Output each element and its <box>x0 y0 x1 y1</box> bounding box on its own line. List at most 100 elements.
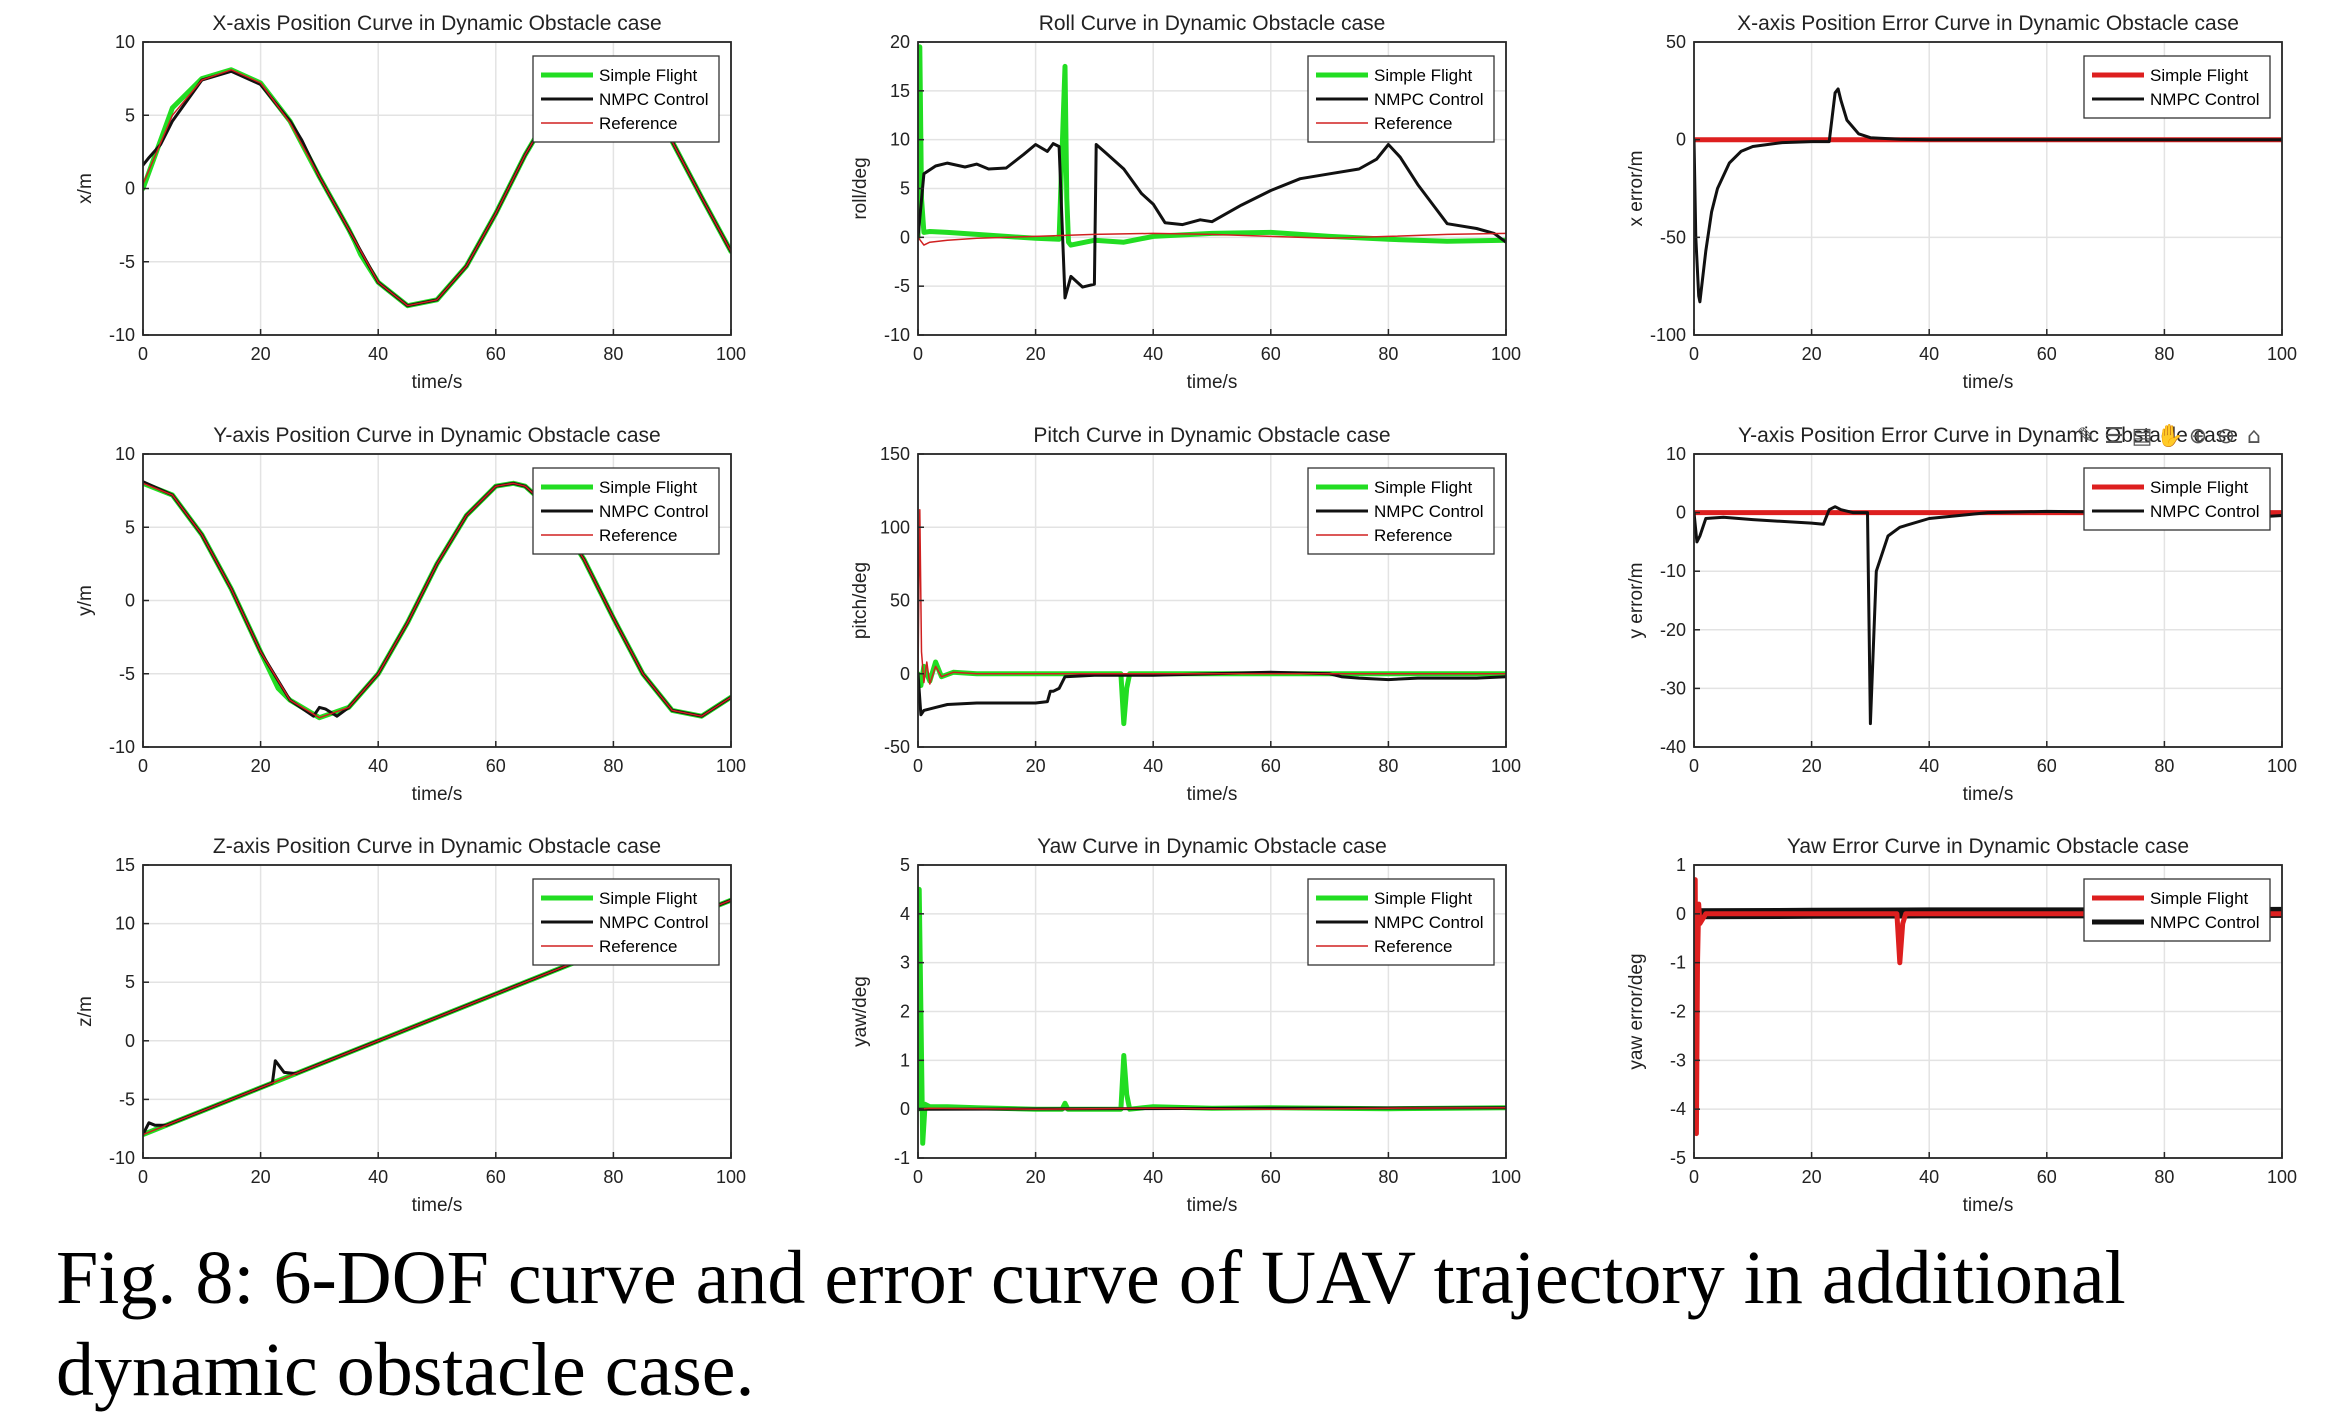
y-tick-label: -10 <box>109 325 135 345</box>
series-line-2 <box>918 670 1506 717</box>
x-tick-label: 40 <box>1919 344 1939 364</box>
y-tick-label: 5 <box>125 972 135 992</box>
y-tick-label: -5 <box>119 1089 135 1109</box>
legend-entry: Reference <box>599 937 677 956</box>
y-tick-label: -10 <box>109 737 135 757</box>
legend-entry: NMPC Control <box>1374 913 1484 932</box>
x-axis-label: time/s <box>412 784 463 805</box>
chart-title: Roll Curve in Dynamic Obstacle case <box>1039 12 1386 35</box>
x-tick-label: 60 <box>1261 1167 1281 1187</box>
y-tick-label: 0 <box>900 227 910 247</box>
legend-entry: Reference <box>1374 526 1452 545</box>
series-line-3 <box>918 232 1506 246</box>
x-tick-label: 80 <box>1378 344 1398 364</box>
x-tick-label: 60 <box>2037 1167 2057 1187</box>
x-tick-label: 20 <box>251 756 271 776</box>
legend-box <box>2083 878 2271 942</box>
legend-entry: Simple Flight <box>599 889 698 908</box>
y-tick-label: 0 <box>1676 503 1686 523</box>
x-tick-label: 0 <box>1689 344 1699 364</box>
subplot-6: 0 20 40 60 80 100 -40 -30 -20 -10 0 10 Y-axis Positi… <box>1626 424 2297 805</box>
x-tick-label: 20 <box>1802 344 1822 364</box>
subplot-2: 0 20 40 60 80 100 -10 -5 0 5 10 15 20 Roll Curve in D… <box>850 12 1521 393</box>
legend-entry: Simple Flight <box>599 478 698 497</box>
x-axis-label: time/s <box>1963 784 2014 805</box>
zoom-out-icon[interactable]: ⊖ <box>2217 424 2235 449</box>
x-axis-label: time/s <box>1187 1195 1238 1216</box>
y-tick-label: 10 <box>115 32 135 52</box>
y-tick-label: -3 <box>1670 1050 1686 1070</box>
legend-entry: NMPC Control <box>2150 913 2260 932</box>
legend-entry: Simple Flight <box>599 66 698 85</box>
x-tick-label: 20 <box>1802 756 1822 776</box>
y-tick-label: -30 <box>1660 678 1686 698</box>
x-tick-label: 100 <box>716 1167 746 1187</box>
x-tick-label: 60 <box>486 344 506 364</box>
axes-frame <box>1693 41 2283 336</box>
x-tick-label: 80 <box>1378 1167 1398 1187</box>
legend: Simple Flight NMPC Control <box>2083 467 2271 531</box>
y-tick-label: 2 <box>900 1002 910 1022</box>
x-tick-label: 60 <box>2037 344 2057 364</box>
x-tick-label: 40 <box>1919 756 1939 776</box>
y-tick-label: -1 <box>894 1148 910 1168</box>
x-tick-label: 20 <box>251 1167 271 1187</box>
x-tick-label: 0 <box>138 756 148 776</box>
x-tick-label: 100 <box>1491 1167 1521 1187</box>
legend: Simple Flight NMPC Control <box>2083 55 2271 119</box>
brush-icon[interactable]: ✎ <box>2077 424 2095 449</box>
x-tick-label: 40 <box>1143 344 1163 364</box>
y-tick-label: 0 <box>900 1099 910 1119</box>
series-line-1 <box>918 44 1506 248</box>
subplot-9: 0 20 40 60 80 100 -5 -4 -3 -2 -1 0 1 Yaw Error Curve … <box>1626 835 2297 1216</box>
y-tick-label: -10 <box>109 1148 135 1168</box>
x-tick-label: 80 <box>603 1167 623 1187</box>
subplot-7: 0 20 40 60 80 100 -10 -5 0 5 10 15 Z-axis Position C… <box>75 835 746 1216</box>
x-tick-label: 80 <box>603 344 623 364</box>
x-tick-label: 20 <box>251 344 271 364</box>
y-tick-label: 0 <box>125 179 135 199</box>
legend-entry: NMPC Control <box>599 502 709 521</box>
y-axis-label: pitch/deg <box>850 562 871 639</box>
y-tick-label: 50 <box>890 591 910 611</box>
legend: Simple Flight NMPC Control Reference <box>1307 878 1495 966</box>
y-axis-label: y error/m <box>1626 563 1647 639</box>
chart-title: Y-axis Position Curve in Dynamic Obstacl… <box>213 424 660 447</box>
legend-entry: Simple Flight <box>2150 66 2249 85</box>
y-tick-label: 10 <box>890 130 910 150</box>
legend: Simple Flight NMPC Control Reference <box>532 467 720 555</box>
x-tick-label: 80 <box>2154 756 2174 776</box>
home-icon[interactable]: ⌂ <box>2247 424 2261 449</box>
zoom-in-icon[interactable]: ⊕ <box>2189 424 2207 449</box>
series-group <box>918 44 1506 300</box>
y-axis-label: x error/m <box>1626 151 1647 227</box>
x-tick-label: 40 <box>1143 1167 1163 1187</box>
x-tick-label: 40 <box>368 1167 388 1187</box>
subplot-1: 0 20 40 60 80 100 -10 -5 0 5 10 X-axis Position Cur… <box>75 12 746 393</box>
pan-hand-icon[interactable]: ✋ <box>2156 423 2183 449</box>
legend-entry: NMPC Control <box>599 90 709 109</box>
y-tick-label: 10 <box>115 914 135 934</box>
x-tick-label: 20 <box>1802 1167 1822 1187</box>
subplot-3: 0 20 40 60 80 100 -100 -50 0 50 X-axis Position Er… <box>1626 12 2297 393</box>
y-tick-label: 0 <box>1676 904 1686 924</box>
series-line-3 <box>918 508 1506 685</box>
legend-entry: Simple Flight <box>1374 66 1473 85</box>
legend: Simple Flight NMPC Control Reference <box>532 55 720 143</box>
data-tip-icon[interactable]: ☰ <box>2104 424 2124 449</box>
x-tick-label: 60 <box>1261 756 1281 776</box>
legend-icon[interactable]: ▤ <box>2132 424 2153 449</box>
legend-entry: Simple Flight <box>2150 889 2249 908</box>
legend-entry: Reference <box>599 526 677 545</box>
x-tick-label: 0 <box>138 1167 148 1187</box>
legend-entry: Simple Flight <box>1374 889 1473 908</box>
x-tick-label: 0 <box>913 1167 923 1187</box>
y-tick-label: -50 <box>884 737 910 757</box>
y-tick-label: 3 <box>900 953 910 973</box>
x-tick-label: 0 <box>913 344 923 364</box>
x-tick-label: 60 <box>486 756 506 776</box>
y-axis-label: z/m <box>75 996 96 1027</box>
axes-toolbar[interactable]: ✎ ☰ ▤ ✋ ⊕ ⊖ ⌂ <box>2077 423 2261 449</box>
x-tick-label: 60 <box>1261 344 1281 364</box>
